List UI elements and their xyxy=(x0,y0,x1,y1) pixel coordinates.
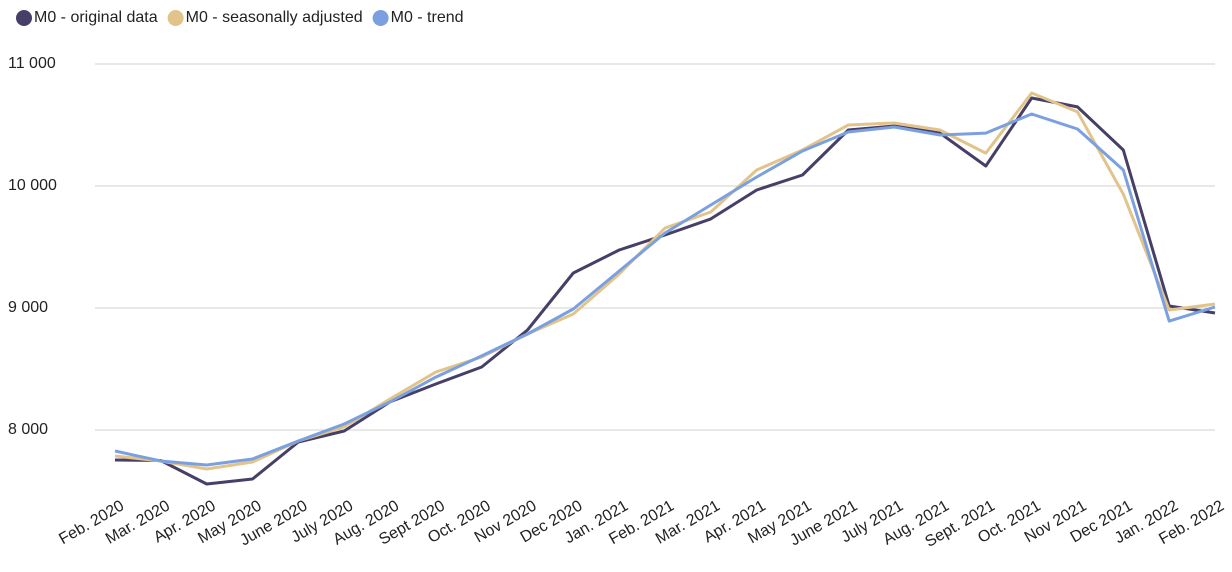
series-line xyxy=(114,96,1216,486)
y-tick-label: 9 000 xyxy=(8,299,48,316)
series-line xyxy=(114,112,1216,467)
legend-swatch xyxy=(372,10,389,26)
legend-swatch xyxy=(16,10,32,26)
series-line xyxy=(114,91,1216,471)
legend-swatch xyxy=(167,10,184,26)
y-tick-label: 10 000 xyxy=(8,177,57,194)
legend-label: M0 - trend xyxy=(391,9,464,26)
y-tick-label: 11 000 xyxy=(8,55,56,72)
y-tick-label: 8 000 xyxy=(8,421,48,438)
legend-label: M0 - seasonally adjusted xyxy=(186,9,363,26)
legend-label: M0 - original data xyxy=(34,9,158,26)
